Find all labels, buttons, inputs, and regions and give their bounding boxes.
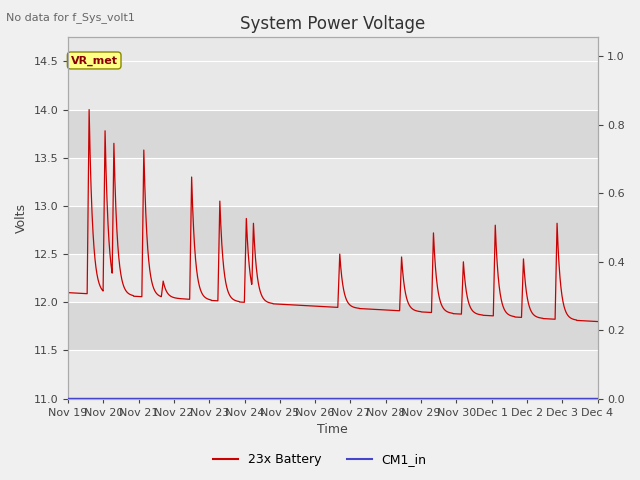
X-axis label: Time: Time — [317, 423, 348, 436]
Legend: 23x Battery, CM1_in: 23x Battery, CM1_in — [208, 448, 432, 471]
Text: No data for f_Sys_volt1: No data for f_Sys_volt1 — [6, 12, 135, 23]
Text: VR_met: VR_met — [70, 55, 118, 66]
Bar — [68, 350, 598, 398]
Title: System Power Voltage: System Power Voltage — [240, 15, 426, 33]
Y-axis label: Volts: Volts — [15, 203, 28, 233]
Bar — [68, 254, 598, 302]
Bar — [68, 302, 598, 350]
Bar — [68, 158, 598, 206]
Bar — [68, 206, 598, 254]
Bar — [68, 109, 598, 158]
Bar — [68, 37, 598, 109]
